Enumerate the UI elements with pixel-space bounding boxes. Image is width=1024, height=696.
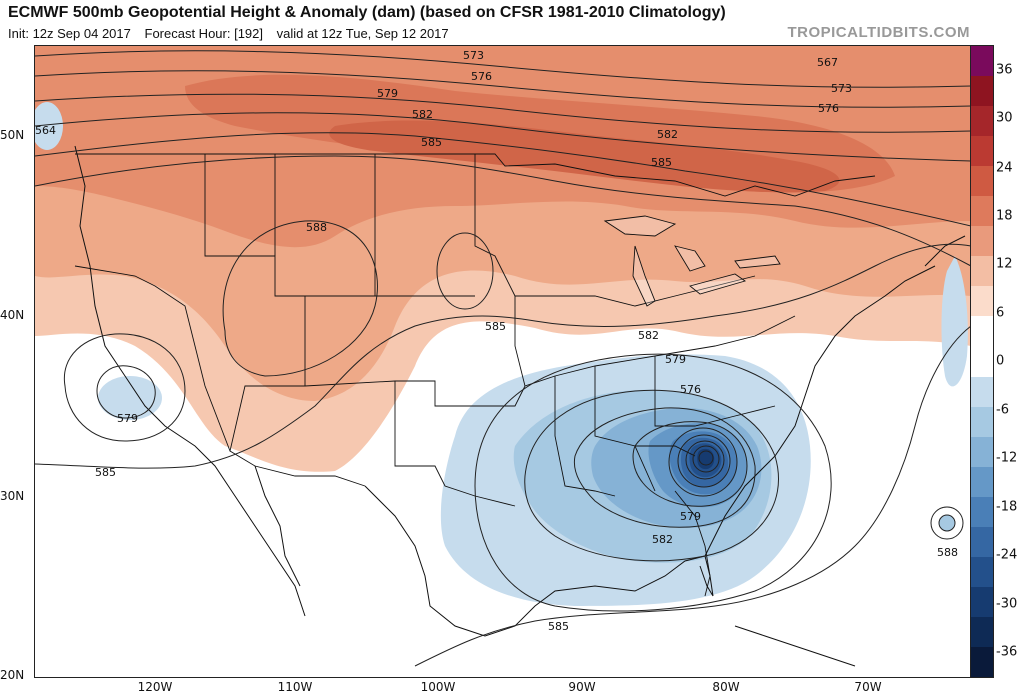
contour-label: 585 <box>421 136 442 149</box>
colorbar-segment <box>971 406 993 437</box>
colorbar <box>970 45 994 678</box>
contour-label: 588 <box>937 546 958 559</box>
colorbar-label: -24 <box>996 547 1018 563</box>
colorbar-segment <box>971 496 993 527</box>
colorbar-segment <box>971 226 993 257</box>
colorbar-label: -6 <box>996 402 1009 418</box>
colorbar-segment <box>971 466 993 497</box>
contour-label: 579 <box>680 510 701 523</box>
contour-label: 576 <box>471 70 492 83</box>
lon-label: 110W <box>277 680 313 694</box>
colorbar-label: 12 <box>996 256 1013 272</box>
lat-label: 20N <box>0 668 25 682</box>
header: ECMWF 500mb Geopotential Height & Anomal… <box>0 0 1024 44</box>
colorbar-segment <box>971 256 993 287</box>
colorbar-label: 6 <box>996 305 1005 321</box>
anomaly-shading-negative <box>35 102 968 606</box>
contour-label: 567 <box>817 56 838 69</box>
colorbar-segment <box>971 76 993 107</box>
chart-subtitle: Init: 12z Sep 04 2017 Forecast Hour: [19… <box>8 26 459 41</box>
contour-label: 564 <box>35 124 56 137</box>
coastlines <box>74 145 966 667</box>
contour-label: 582 <box>652 533 673 546</box>
contour-label: 582 <box>657 128 678 141</box>
contour-label: 585 <box>548 620 569 633</box>
colorbar-segment <box>971 106 993 137</box>
colorbar-label: 36 <box>996 62 1013 78</box>
colorbar-label: 0 <box>996 353 1005 369</box>
lon-label: 120W <box>137 680 173 694</box>
lat-label: 50N <box>0 128 25 142</box>
colorbar-segment <box>971 586 993 617</box>
colorbar-label: -30 <box>996 596 1018 612</box>
init-time: Init: 12z Sep 04 2017 <box>8 26 131 41</box>
contour-label: 576 <box>680 383 701 396</box>
contour-label: 579 <box>665 353 686 366</box>
colorbar-label: 30 <box>996 110 1013 126</box>
colorbar-label: 24 <box>996 160 1013 176</box>
colorbar-segment <box>971 646 993 677</box>
contour-label: 576 <box>818 102 839 115</box>
colorbar-label: -18 <box>996 499 1018 515</box>
contour-labels: 573 576 579 582 585 567 573 576 582 585 … <box>35 49 958 633</box>
lat-label: 30N <box>0 489 25 503</box>
colorbar-segment <box>971 436 993 467</box>
contour-label: 582 <box>638 329 659 342</box>
contour-label: 582 <box>412 108 433 121</box>
colorbar-segment <box>971 616 993 647</box>
forecast-hour: Forecast Hour: [192] <box>144 26 264 41</box>
contour-label: 588 <box>306 221 327 234</box>
brand-watermark: TROPICALTIDBITS.COM <box>787 24 970 41</box>
height-contours <box>35 50 971 667</box>
chart-title: ECMWF 500mb Geopotential Height & Anomal… <box>8 4 726 21</box>
colorbar-segment <box>971 196 993 227</box>
anomaly-shading-positive <box>35 46 971 472</box>
contour-label: 579 <box>377 87 398 100</box>
contour-label: 585 <box>651 156 672 169</box>
colorbar-segment <box>971 526 993 557</box>
contour-label: 573 <box>831 82 852 95</box>
lon-label: 100W <box>420 680 456 694</box>
colorbar-label: 18 <box>996 208 1013 224</box>
great-lakes <box>603 215 781 307</box>
colorbar-segment <box>971 46 993 77</box>
colorbar-label: -36 <box>996 644 1018 660</box>
contour-label: 579 <box>117 412 138 425</box>
valid-time: valid at 12z Tue, Sep 12 2017 <box>276 26 449 41</box>
colorbar-segment <box>971 286 993 317</box>
contour-label: 573 <box>463 49 484 62</box>
colorbar-label: -12 <box>996 450 1018 466</box>
colorbar-segment <box>971 316 993 347</box>
lat-label: 40N <box>0 308 25 322</box>
contour-label: 585 <box>95 466 116 479</box>
colorbar-segment <box>971 376 993 407</box>
colorbar-segment <box>971 166 993 197</box>
colorbar-segment <box>971 346 993 377</box>
colorbar-segment <box>971 136 993 167</box>
lon-label: 90W <box>568 680 596 694</box>
contour-label: 585 <box>485 320 506 333</box>
map-panel: 573 576 579 582 585 567 573 576 582 585 … <box>34 45 972 678</box>
colorbar-segment <box>971 556 993 587</box>
lon-label: 70W <box>854 680 882 694</box>
map-svg: 573 576 579 582 585 567 573 576 582 585 … <box>35 46 971 667</box>
lon-label: 80W <box>712 680 740 694</box>
